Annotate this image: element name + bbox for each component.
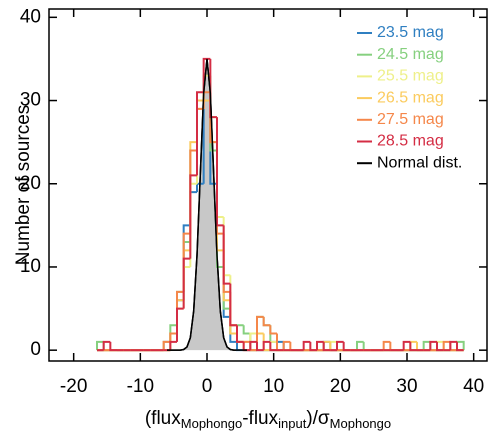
histogram-step: [102, 340, 111, 351]
histogram-step: [262, 340, 271, 351]
y-axis-label: Number of sources: [13, 105, 34, 266]
histogram-step: [182, 257, 191, 309]
x-label-sub: Mophongo: [330, 416, 391, 431]
histogram-step: [356, 340, 364, 351]
x-tick-label: 30: [396, 376, 417, 397]
legend-label: 26.5 mag: [377, 89, 444, 106]
histogram-step: [189, 174, 197, 259]
y-tick-label: 10: [20, 256, 41, 277]
histogram-step: [256, 315, 264, 351]
x-label-part: (flux: [145, 408, 181, 429]
legend-label: Normal dist.: [377, 154, 462, 171]
histogram-step: [316, 340, 324, 351]
histogram-step: [169, 332, 177, 342]
histogram-step: [269, 325, 277, 335]
legend-label: 27.5 mag: [377, 111, 444, 128]
plot-frame: [48, 8, 488, 362]
x-tick-label: -20: [60, 376, 87, 397]
histogram-step: [269, 341, 277, 352]
histogram-step: [202, 57, 211, 93]
x-tick-label: 20: [330, 376, 351, 397]
histogram-step: [169, 340, 177, 351]
x-axis-label: (fluxMophongo-fluxinput)/σMophongo: [145, 408, 391, 431]
x-tick-label: -10: [127, 376, 154, 397]
histogram-step: [282, 340, 291, 351]
x-label-sub: Mophongo: [181, 416, 242, 431]
histogram-step: [402, 340, 411, 351]
histogram-step: [322, 341, 331, 352]
histogram-step: [256, 341, 264, 352]
histogram-step: [436, 341, 444, 352]
x-label-part: )/σ: [306, 408, 330, 429]
histogram-step: [196, 91, 204, 176]
legend-label: 28.5 mag: [377, 133, 444, 150]
histogram-step: [109, 341, 117, 352]
histogram-step: [382, 340, 391, 351]
x-label-sub: input: [278, 416, 307, 431]
histogram-step: [236, 325, 244, 343]
histogram-step: [362, 341, 371, 352]
histogram-step: [242, 325, 251, 335]
histogram-step: [216, 117, 224, 227]
y-tick-label: 0: [30, 339, 41, 360]
legend-label: 23.5 mag: [377, 24, 444, 41]
histogram-step: [176, 307, 184, 342]
normal-area: [167, 58, 247, 351]
legend-label: 24.5 mag: [377, 46, 444, 63]
histogram-step: [422, 340, 431, 351]
histogram-step: [309, 341, 317, 352]
histogram-step: [249, 340, 257, 351]
histogram-step: [229, 283, 237, 327]
histogram-step: [442, 340, 451, 351]
histogram-step: [222, 225, 231, 285]
x-label-part: -flux: [242, 408, 278, 429]
histogram-step: [209, 58, 217, 119]
legend-label: 25.5 mag: [377, 68, 444, 85]
y-tick-label: 20: [20, 173, 41, 194]
histogram-step: [449, 340, 457, 351]
y-tick-label: 30: [20, 90, 41, 111]
histogram-step: [342, 341, 351, 352]
histogram-step: [289, 341, 297, 352]
normal-line: [167, 58, 247, 351]
histogram-step: [302, 340, 311, 351]
histogram-step: [262, 316, 271, 327]
histogram-step: [96, 340, 104, 351]
x-tick-label: 0: [202, 376, 213, 397]
histogram-step: [429, 340, 437, 351]
histogram-step: [249, 332, 257, 342]
histogram-step: [336, 340, 344, 351]
histogram-step: [162, 340, 171, 351]
histogram-step: [456, 341, 464, 352]
histogram-step: [389, 341, 397, 352]
histogram-step: [409, 341, 417, 352]
x-tick-label: 40: [463, 376, 484, 397]
x-tick-label: 10: [263, 376, 284, 397]
y-tick-label: 40: [20, 6, 41, 27]
